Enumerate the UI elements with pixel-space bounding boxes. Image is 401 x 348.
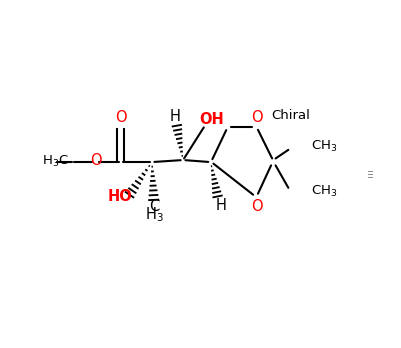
Text: O: O xyxy=(115,110,126,125)
Text: CH$_3$: CH$_3$ xyxy=(310,139,336,154)
Text: O: O xyxy=(90,153,101,168)
Text: OH: OH xyxy=(198,112,223,127)
Text: O: O xyxy=(251,199,262,214)
Text: H$_3$C: H$_3$C xyxy=(41,155,68,169)
Text: O: O xyxy=(251,110,262,125)
Text: Chiral: Chiral xyxy=(271,109,310,122)
Text: H: H xyxy=(169,109,180,124)
Text: HO: HO xyxy=(107,189,132,204)
Text: H$_3$: H$_3$ xyxy=(145,205,163,224)
Text: CH$_3$: CH$_3$ xyxy=(310,184,336,199)
Text: H: H xyxy=(215,198,226,213)
Text: C: C xyxy=(149,199,159,214)
